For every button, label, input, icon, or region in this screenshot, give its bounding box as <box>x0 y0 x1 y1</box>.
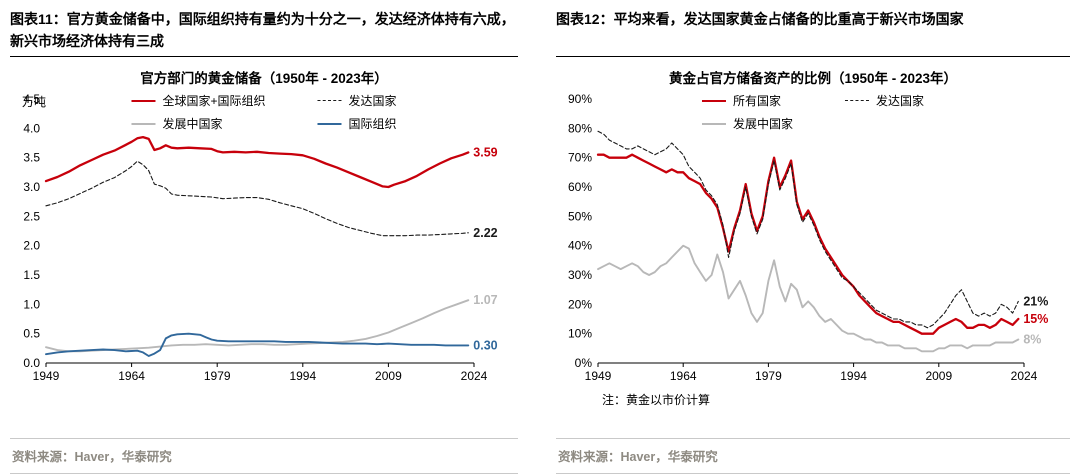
svg-text:3.5: 3.5 <box>23 151 40 165</box>
svg-text:3.0: 3.0 <box>23 180 40 194</box>
legend-item: 全球国家+国际组织 <box>131 92 266 109</box>
chart-title: 黄金占官方储备资产的比例（1950年 - 2023年） <box>668 71 958 86</box>
svg-text:10%: 10% <box>568 327 592 341</box>
chart-footnote: 注：黄金以市价计算 <box>602 393 711 407</box>
legend-label: 国际组织 <box>348 117 397 131</box>
svg-text:2.5: 2.5 <box>23 209 40 223</box>
svg-text:2.0: 2.0 <box>23 239 40 253</box>
svg-text:15%: 15% <box>1023 312 1048 326</box>
line-chart-gold-share: 1949 1964 1979 1994 2009 2024 0% 10% 20% 30% 40% 50… <box>568 92 1048 383</box>
svg-text:0.30: 0.30 <box>473 338 497 352</box>
legend-item: 发展中国家 <box>701 115 793 132</box>
legend-label: 所有国家 <box>732 94 781 108</box>
svg-text:70%: 70% <box>568 151 592 165</box>
svg-text:1949: 1949 <box>33 369 60 383</box>
svg-text:2009: 2009 <box>375 369 402 383</box>
svg-text:2.22: 2.22 <box>473 226 497 240</box>
svg-text:60%: 60% <box>568 180 592 194</box>
legend-line-swatch <box>317 122 342 125</box>
svg-text:1.0: 1.0 <box>23 297 40 311</box>
svg-text:0.0: 0.0 <box>23 356 40 370</box>
legend: 全球国家+国际组织 发达国家发展中国家 国际组织 <box>131 92 397 132</box>
legend-line-swatch <box>701 99 726 102</box>
source-note: 资料来源：Haver，华泰研究 <box>10 438 518 474</box>
svg-text:20%: 20% <box>568 297 592 311</box>
legend-item: 国际组织 <box>317 115 397 132</box>
svg-text:90%: 90% <box>568 92 592 106</box>
svg-text:40%: 40% <box>568 239 592 253</box>
figure-caption: 图表11：官方黄金储备中，国际组织持有量约为十分之一，发达经济体持有六成，新兴市… <box>10 11 515 49</box>
plot-area: 所有国家 发达国家发展中国家 1949 1964 1979 1994 2009 2024 0%… <box>556 89 1070 389</box>
svg-text:1.5: 1.5 <box>23 268 40 282</box>
legend-line-swatch <box>317 100 342 101</box>
legend-label: 发展中国家 <box>732 117 793 131</box>
legend-item: 发展中国家 <box>131 115 265 132</box>
source-note: 资料来源：Haver，华泰研究 <box>556 438 1070 474</box>
legend-line-swatch <box>131 122 156 125</box>
svg-text:1964: 1964 <box>670 369 697 383</box>
y-axis-unit-label: 万吨 <box>22 95 47 109</box>
svg-text:1949: 1949 <box>585 369 612 383</box>
svg-text:21%: 21% <box>1023 294 1048 308</box>
svg-text:50%: 50% <box>568 209 592 223</box>
legend-label: 发展中国家 <box>162 117 223 131</box>
left-figure-panel: 图表11：官方黄金储备中，国际组织持有量约为十分之一，发达经济体持有六成，新兴市… <box>10 0 518 474</box>
caption-divider <box>556 56 1070 57</box>
svg-text:3.59: 3.59 <box>473 145 497 159</box>
legend-item: 所有国家 <box>701 92 793 109</box>
figure-caption: 图表12：平均来看，发达国家黄金占储备的比重高于新兴市场国家 <box>556 11 964 27</box>
legend-label: 发达国家 <box>348 94 397 108</box>
caption-divider <box>10 56 518 57</box>
svg-text:2024: 2024 <box>1011 369 1038 383</box>
plot-area: 万吨 全球国家+国际组织 发达国家 发展中国家 国际组织 1949 1964 1979 19… <box>10 89 518 389</box>
legend: 所有国家 发达国家发展中国家 <box>701 92 924 132</box>
svg-text:2009: 2009 <box>925 369 952 383</box>
svg-text:4.5: 4.5 <box>23 92 40 106</box>
svg-text:8%: 8% <box>1023 333 1041 347</box>
right-figure-panel: 图表12：平均来看，发达国家黄金占储备的比重高于新兴市场国家 黄金占官方储备资产… <box>556 0 1070 474</box>
legend-label: 全球国家+国际组织 <box>162 94 266 108</box>
svg-text:1979: 1979 <box>755 369 782 383</box>
chart-title: 官方部门的黄金储备（1950年 - 2023年） <box>140 71 388 86</box>
svg-text:0%: 0% <box>575 356 593 370</box>
svg-text:80%: 80% <box>568 121 592 135</box>
svg-text:0.5: 0.5 <box>23 327 40 341</box>
legend-line-swatch <box>701 122 726 125</box>
legend-item: 发达国家 <box>317 92 397 109</box>
legend-item: 发达国家 <box>845 92 924 109</box>
svg-text:1979: 1979 <box>204 369 231 383</box>
svg-text:2024: 2024 <box>461 369 488 383</box>
svg-text:1964: 1964 <box>118 369 145 383</box>
svg-text:1994: 1994 <box>840 369 867 383</box>
legend-label: 发达国家 <box>876 94 925 108</box>
legend-line-swatch <box>845 100 869 101</box>
svg-text:30%: 30% <box>568 268 592 282</box>
svg-text:1994: 1994 <box>289 369 316 383</box>
legend-line-swatch <box>131 99 156 102</box>
svg-text:4.0: 4.0 <box>23 121 40 135</box>
line-chart-gold-reserves: 1949 1964 1979 1994 2009 2024 0.0 0.5 1.0 1.5 2.0 2… <box>23 92 497 383</box>
svg-text:1.07: 1.07 <box>473 293 497 307</box>
